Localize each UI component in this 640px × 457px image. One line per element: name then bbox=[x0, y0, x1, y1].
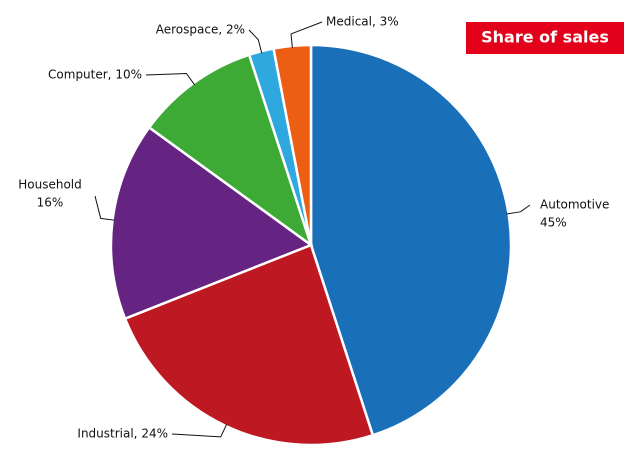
leader-line bbox=[506, 204, 531, 215]
title-box bbox=[466, 22, 624, 54]
data-label: 45% bbox=[540, 216, 567, 230]
chart-title: Share of sales bbox=[481, 28, 609, 47]
leader-line bbox=[248, 29, 263, 54]
data-label: 16% bbox=[37, 196, 64, 210]
leader-line bbox=[290, 21, 323, 48]
leader-line bbox=[94, 195, 115, 221]
data-label: Household bbox=[18, 178, 82, 192]
leader-line bbox=[171, 423, 228, 438]
data-label: Aerospace, 2% bbox=[156, 23, 245, 37]
leader-line bbox=[145, 72, 196, 86]
data-label: Computer, 10% bbox=[48, 68, 142, 82]
data-label: Medical, 3% bbox=[326, 15, 399, 29]
data-label: Industrial, 24% bbox=[77, 427, 168, 441]
data-label: Automotive bbox=[540, 198, 609, 212]
